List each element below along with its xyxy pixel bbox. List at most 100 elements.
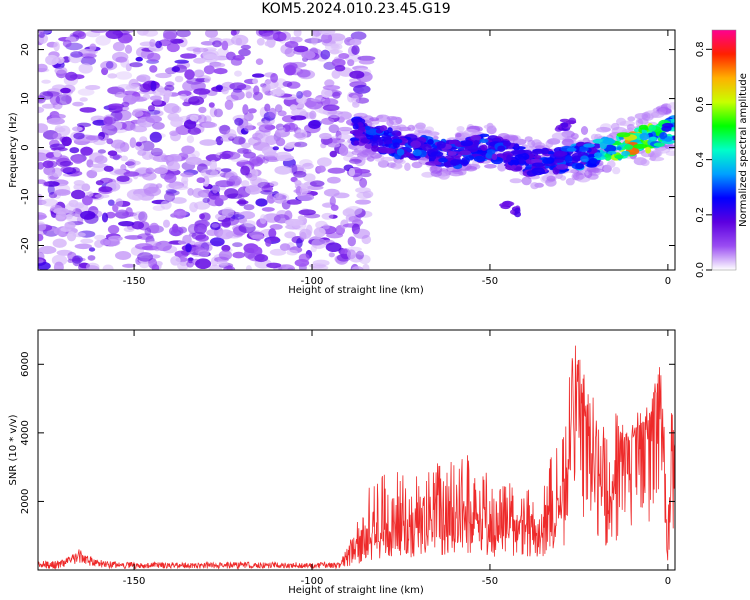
heatmap-cell	[268, 107, 277, 119]
y-tick-label: -20	[20, 237, 31, 253]
heatmap-cell	[85, 85, 101, 90]
heatmap-cell	[292, 36, 303, 43]
heatmap-cell	[138, 211, 148, 222]
heatmap-cell	[362, 263, 370, 270]
heatmap-cell	[486, 149, 496, 155]
heatmap-cell	[155, 72, 172, 79]
heatmap-cell	[327, 142, 341, 148]
heatmap-cell	[258, 124, 273, 133]
heatmap-cell	[298, 253, 310, 263]
heatmap-cell	[570, 133, 579, 140]
heatmap-cell	[202, 197, 210, 203]
heatmap-cell	[241, 180, 250, 187]
heatmap-cell	[217, 260, 229, 266]
heatmap-cell	[296, 238, 303, 248]
heatmap-cell	[284, 144, 294, 150]
heatmap-cell	[365, 128, 380, 136]
heatmap-cell	[578, 146, 589, 153]
heatmap-cell	[524, 136, 533, 142]
heatmap-cell	[206, 229, 218, 237]
heatmap-cell	[284, 231, 296, 239]
heatmap-cell	[84, 213, 99, 224]
heatmap-cell	[659, 132, 668, 140]
heatmap-cell	[661, 122, 674, 129]
heatmap-cell	[80, 146, 93, 156]
heatmap-cell	[65, 213, 82, 222]
heatmap-cell	[311, 264, 329, 270]
heatmap-cell	[195, 242, 213, 253]
heatmap-cell	[171, 66, 180, 73]
heatmap-cell	[425, 161, 439, 166]
heatmap-cell	[302, 162, 314, 170]
colorbar-tick-label: 0.6	[695, 97, 706, 113]
spectrogram-heatmap	[38, 30, 675, 270]
heatmap-cell	[103, 165, 114, 172]
heatmap-cell	[338, 134, 352, 140]
heatmap-cell	[264, 103, 271, 112]
heatmap-cell	[519, 158, 525, 165]
heatmap-cell	[167, 161, 181, 172]
heatmap-cell	[228, 136, 235, 142]
heatmap-cell	[231, 34, 249, 46]
heatmap-cell	[115, 209, 129, 219]
heatmap-cell	[153, 167, 168, 175]
heatmap-cell	[309, 180, 325, 187]
heatmap-cell	[87, 255, 96, 261]
heatmap-cell	[38, 261, 51, 270]
heatmap-cell	[507, 159, 520, 166]
heatmap-cell	[177, 240, 196, 245]
page-title: KOM5.2024.010.23.45.G19	[261, 1, 451, 17]
heatmap-cell	[194, 201, 211, 210]
heatmap-cell	[46, 117, 65, 125]
heatmap-cell	[404, 162, 411, 171]
heatmap-cell	[103, 116, 116, 125]
heatmap-cell	[101, 212, 109, 223]
heatmap-cell	[261, 207, 275, 212]
heatmap-cell	[272, 146, 279, 151]
heatmap-cell	[379, 125, 388, 132]
heatmap-cell	[46, 88, 63, 97]
heatmap-cell	[513, 143, 520, 149]
heatmap-cell	[131, 193, 143, 201]
heatmap-cell	[143, 186, 162, 197]
heatmap-cell	[60, 87, 71, 94]
heatmap-cell	[95, 35, 111, 46]
heatmap-cell	[106, 138, 114, 145]
heatmap-cell	[212, 40, 222, 48]
heatmap-cell	[209, 237, 225, 247]
heatmap-cell	[464, 165, 477, 172]
heatmap-cell	[348, 167, 356, 177]
heatmap-cell	[92, 119, 107, 126]
heatmap-cell	[499, 203, 509, 207]
heatmap-cell	[193, 57, 206, 64]
heatmap-cell	[172, 211, 189, 216]
heatmap-cell	[455, 132, 462, 138]
heatmap-cell	[349, 129, 364, 135]
heatmap-cell	[200, 168, 219, 178]
heatmap-cell	[638, 124, 649, 130]
heatmap-cell	[38, 152, 49, 162]
heatmap-cell	[255, 58, 264, 65]
heatmap-cell	[465, 155, 475, 161]
heatmap-cell	[396, 124, 407, 130]
heatmap-cell	[412, 149, 422, 157]
heatmap-cell	[456, 125, 465, 132]
heatmap-cell	[497, 162, 507, 172]
heatmap-cell	[347, 236, 356, 247]
heatmap-cell	[411, 161, 423, 169]
heatmap-cell	[358, 59, 375, 65]
heatmap-cell	[201, 122, 218, 128]
heatmap-cell	[152, 242, 162, 252]
heatmap-cell	[100, 238, 110, 246]
heatmap-cell	[275, 137, 286, 147]
snr-line	[38, 345, 675, 570]
heatmap-cell	[310, 97, 326, 102]
heatmap-cell	[327, 167, 346, 174]
heatmap-cell	[186, 260, 194, 268]
heatmap-cell	[545, 178, 557, 187]
heatmap-cell	[407, 124, 416, 132]
heatmap-cell	[195, 248, 209, 255]
y-tick-label: 10	[20, 92, 31, 105]
heatmap-cell	[152, 122, 165, 130]
heatmap-cell	[149, 65, 158, 73]
